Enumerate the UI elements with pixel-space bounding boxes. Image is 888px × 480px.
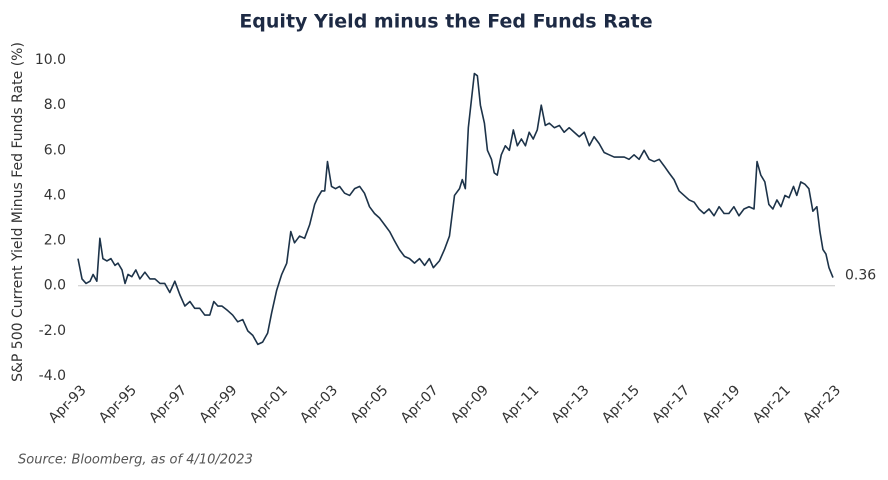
end-value-label: 0.36 [845,268,876,284]
y-tick-label: 4.0 [44,187,66,203]
y-axis-label: S&P 500 Current Yield Minus Fed Funds Ra… [10,42,26,382]
x-tick-label: Apr-03 [297,382,341,426]
x-tick-label: Apr-05 [347,382,391,426]
x-tick-label: Apr-17 [649,382,693,426]
y-tick-label: 0.0 [44,278,66,294]
x-tick-label: Apr-95 [96,382,140,426]
y-tick-label: 10.0 [35,52,66,68]
x-tick-label: Apr-11 [498,382,542,426]
x-tick-label: Apr-01 [247,382,291,426]
x-tick-label: Apr-09 [448,382,492,426]
x-tick-label: Apr-99 [197,382,241,426]
data-line [77,72,834,346]
y-tick-label: -2.0 [39,323,66,339]
x-tick-label: Apr-13 [549,382,593,426]
x-tick-label: Apr-19 [700,382,744,426]
y-tick-label: 8.0 [44,97,66,113]
x-tick-label: Apr-21 [750,382,794,426]
x-tick-label: Apr-07 [398,382,442,426]
source-note: Source: Bloomberg, as of 4/10/2023 [18,453,253,468]
x-tick-label: Apr-97 [146,382,190,426]
y-tick-label: -4.0 [39,368,66,384]
x-tick-label: Apr-93 [46,382,90,426]
x-tick-label: Apr-23 [800,382,844,426]
y-tick-label: 6.0 [44,142,66,158]
x-tick-label: Apr-15 [599,382,643,426]
y-tick-label: 2.0 [44,233,66,249]
chart-title: Equity Yield minus the Fed Funds Rate [239,11,652,33]
